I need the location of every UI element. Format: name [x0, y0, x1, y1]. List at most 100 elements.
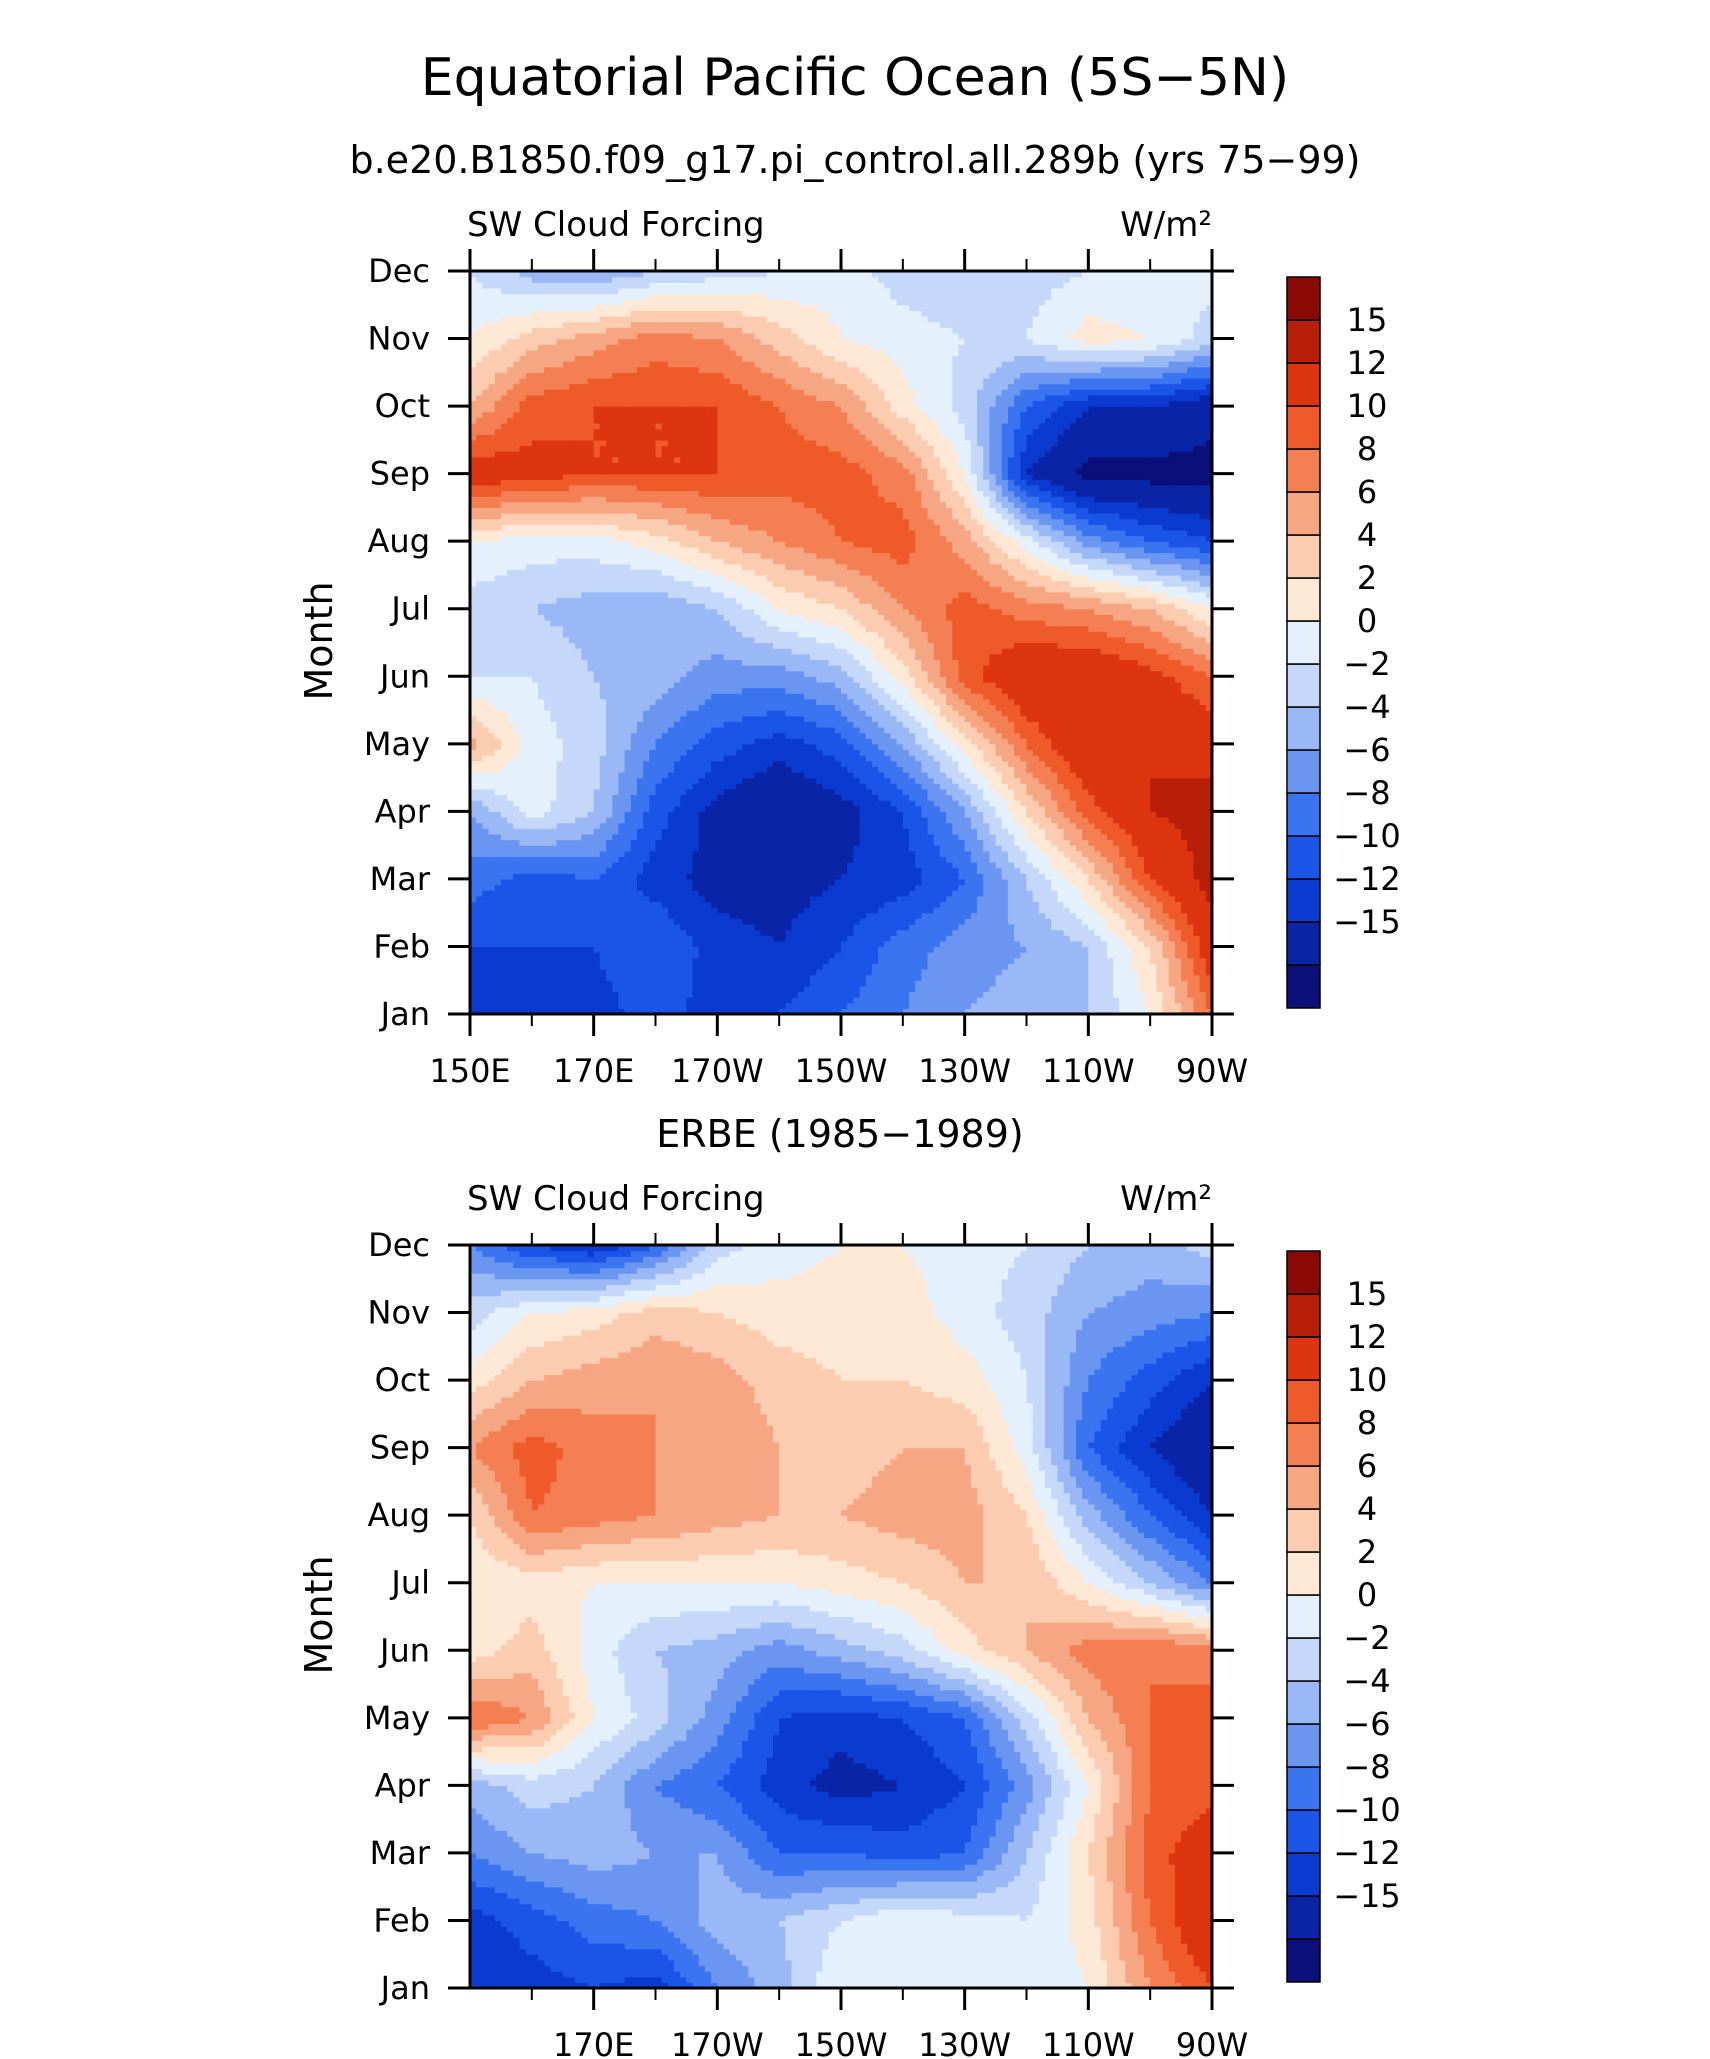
contour-cell [569, 918, 576, 924]
contour-cell [742, 840, 749, 846]
contour-cell [742, 952, 749, 958]
contour-cell [761, 941, 768, 947]
contour-cell [1064, 975, 1071, 981]
contour-cell [612, 885, 619, 891]
contour-cell [724, 969, 731, 975]
contour-cell [773, 969, 780, 975]
contour-cell [631, 963, 638, 969]
contour-cell [637, 868, 644, 874]
contour-cell [829, 935, 836, 941]
contour-cell [1033, 913, 1040, 919]
contour-cell [711, 991, 718, 997]
contour-cell [996, 924, 1003, 930]
contour-cell [532, 1003, 539, 1009]
contour-cell [989, 975, 996, 981]
contour-cell [544, 868, 551, 874]
contour-cell [977, 851, 984, 857]
contour-cell [1119, 896, 1126, 902]
contour-cell [1125, 885, 1132, 891]
contour-cell [1156, 885, 1163, 891]
contour-cell [581, 980, 588, 986]
contour-cell [822, 862, 829, 868]
contour-cell [977, 997, 984, 1003]
contour-cell [847, 873, 854, 879]
contour-cell [1144, 918, 1151, 924]
contour-cell [1156, 941, 1163, 947]
contour-cell [1008, 958, 1015, 964]
contour-cell [532, 856, 539, 862]
contour-cell [1045, 873, 1052, 879]
contour-cell [785, 1003, 792, 1009]
contour-cell [860, 834, 867, 840]
contour-cell [538, 856, 545, 862]
contour-cell [928, 975, 935, 981]
contour-cell [618, 924, 625, 930]
contour-cell [587, 991, 594, 997]
contour-cell [816, 873, 823, 879]
contour-cell [822, 924, 829, 930]
contour-cell [495, 879, 502, 885]
contour-cell [476, 980, 483, 986]
contour-cell [748, 896, 755, 902]
contour-cell [989, 958, 996, 964]
contour-cell [1144, 963, 1151, 969]
contour-cell [1002, 924, 1009, 930]
contour-cell [909, 896, 916, 902]
contour-cell [519, 868, 526, 874]
contour-cell [717, 885, 724, 891]
contour-cell [1193, 907, 1200, 913]
contour-cell [785, 845, 792, 851]
contour-cell [544, 991, 551, 997]
contour-cell [878, 851, 885, 857]
contour-cell [668, 997, 675, 1003]
contour-cell [903, 834, 910, 840]
contour-cell [513, 991, 520, 997]
contour-cell [1125, 991, 1132, 997]
contour-cell [835, 862, 842, 868]
contour-cell [1027, 924, 1034, 930]
contour-cell [1150, 868, 1157, 874]
contour-cell [835, 913, 842, 919]
contour-cell [1033, 907, 1040, 913]
contour-cell [742, 868, 749, 874]
contour-cell [1014, 969, 1021, 975]
contour-cell [711, 946, 718, 952]
contour-cell [816, 958, 823, 964]
contour-cell [686, 963, 693, 969]
contour-cell [699, 840, 706, 846]
contour-cell [637, 890, 644, 896]
contour-cell [748, 873, 755, 879]
contour-cell [489, 991, 496, 997]
contour-cell [1125, 946, 1132, 952]
contour-cell [649, 975, 656, 981]
contour-cell [1187, 913, 1194, 919]
contour-cell [1156, 997, 1163, 1003]
contour-cell [1119, 991, 1126, 997]
contour-cell [1027, 851, 1034, 857]
contour-cell [1051, 879, 1058, 885]
contour-cell [1095, 997, 1102, 1003]
contour-cell [1163, 930, 1170, 936]
contour-cell [643, 834, 650, 840]
contour-cell [989, 963, 996, 969]
contour-cell [1200, 997, 1207, 1003]
contour-cell [699, 975, 706, 981]
contour-cell [495, 862, 502, 868]
contour-cell [934, 963, 941, 969]
contour-cell [717, 924, 724, 930]
contour-cell [1088, 896, 1095, 902]
contour-cell [618, 1003, 625, 1009]
contour-cell [1070, 834, 1077, 840]
contour-cell [915, 952, 922, 958]
contour-cell [1101, 868, 1108, 874]
contour-cell [705, 963, 712, 969]
contour-cell [1045, 862, 1052, 868]
contour-cell [1051, 913, 1058, 919]
contour-cell [792, 975, 799, 981]
contour-cell [785, 851, 792, 857]
contour-cell [1163, 946, 1170, 952]
contour-cell [482, 868, 489, 874]
contour-cell [866, 885, 873, 891]
contour-cell [476, 890, 483, 896]
contour-cell [625, 946, 632, 952]
